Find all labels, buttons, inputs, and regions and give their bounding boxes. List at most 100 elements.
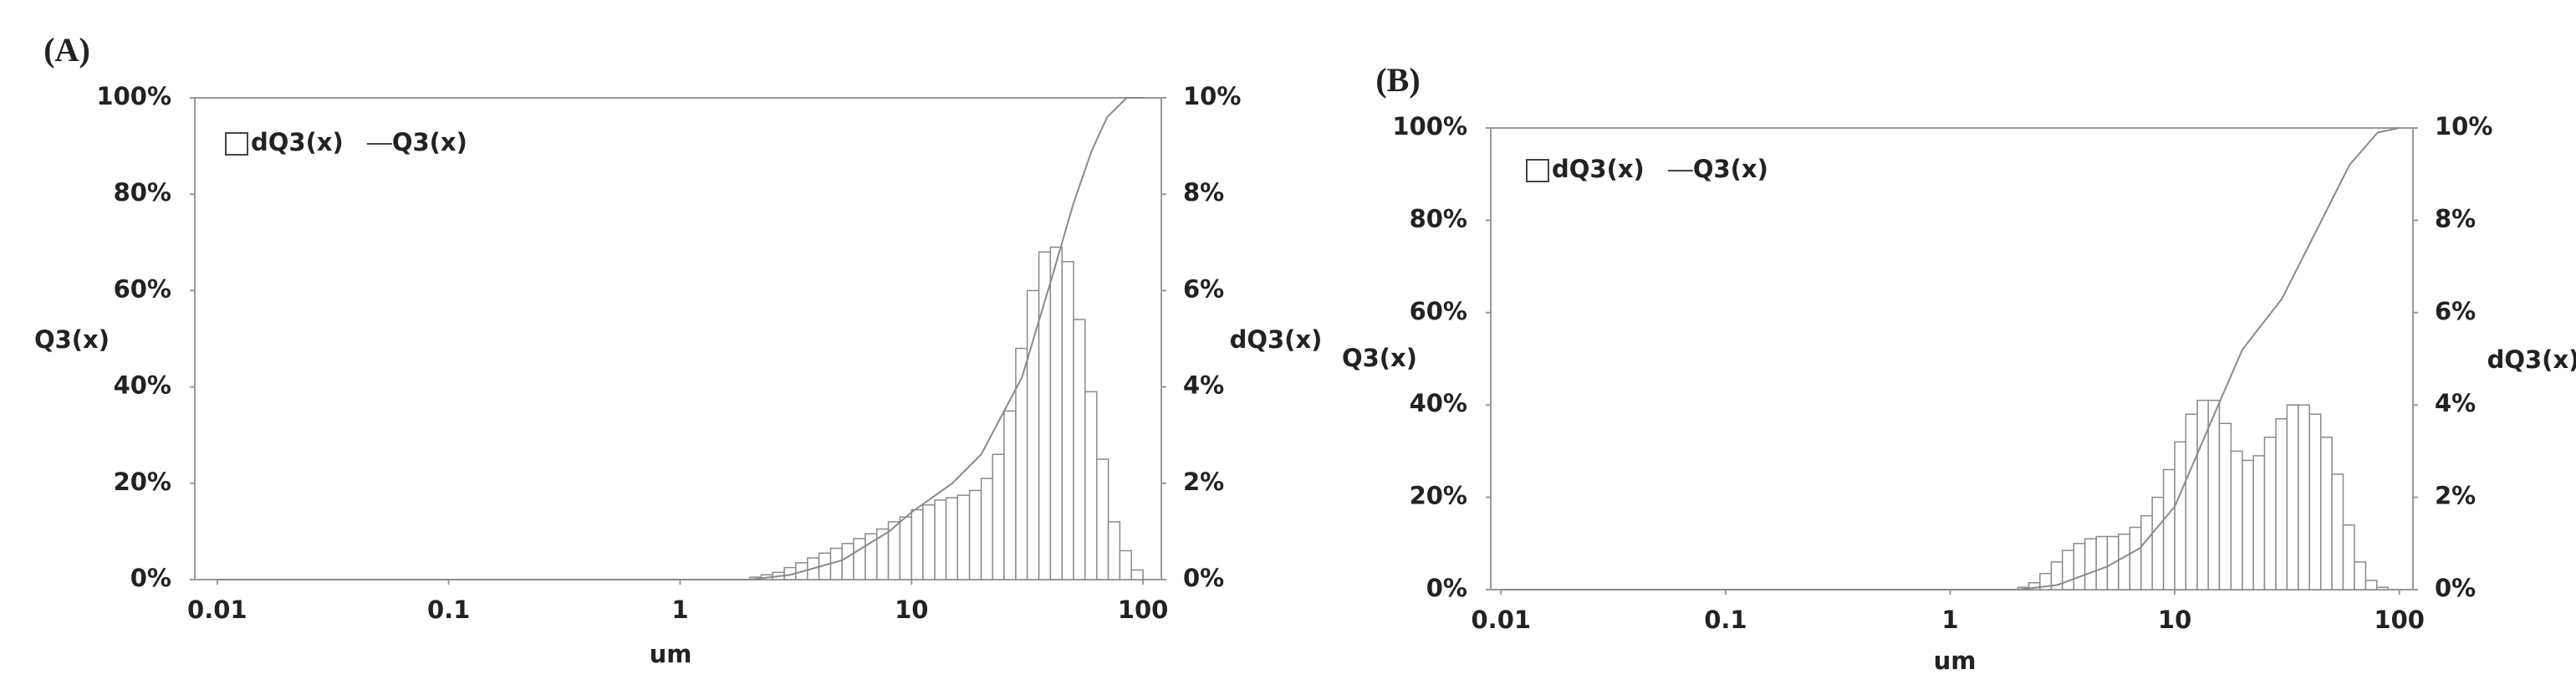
y-tick-label: 0%: [130, 564, 171, 592]
legend-label: Q3(x): [392, 128, 467, 156]
histogram-bar: [2376, 586, 2389, 590]
y2-tick-label: 4%: [2435, 389, 2476, 417]
x-tick-label: 0.01: [187, 596, 247, 624]
y2-tick-label: 6%: [2435, 297, 2476, 325]
legend-swatch: [225, 132, 248, 156]
y-tick-label: 40%: [114, 371, 171, 400]
histogram-bar: [2342, 524, 2355, 590]
histogram-bar: [2118, 534, 2131, 590]
histogram-bar: [2095, 535, 2109, 590]
y-tick-label: 60%: [1410, 297, 1467, 325]
histogram-bar: [2364, 580, 2378, 590]
histogram-bar: [2084, 538, 2097, 590]
histogram-bar: [1026, 289, 1040, 580]
y2-tick-label: 10%: [2435, 112, 2492, 141]
x-tick-label: 0.1: [1704, 606, 1747, 634]
y-tick-label: 100%: [96, 82, 171, 110]
histogram-bar: [2196, 399, 2209, 590]
x-tick-label: 0.01: [1472, 606, 1532, 634]
histogram-bar: [2061, 550, 2075, 590]
histogram-bar: [2151, 496, 2165, 590]
histogram-bar: [1130, 569, 1144, 580]
y-tick-label: 0%: [1426, 574, 1467, 602]
histogram-bar: [2218, 422, 2232, 590]
histogram-bar: [1015, 347, 1028, 580]
histogram-bar: [2162, 468, 2176, 590]
cumulative-line: [1501, 127, 2400, 590]
y2-axis-title: dQ3(x): [1230, 325, 1323, 354]
histogram-bar: [876, 528, 890, 580]
y2-tick-label: 0%: [2435, 574, 2476, 602]
histogram-bar: [899, 516, 913, 580]
histogram-bar: [1119, 550, 1132, 580]
histogram-bar: [980, 478, 993, 580]
histogram-bar: [2140, 514, 2153, 590]
x-tick-label: 100: [1118, 596, 1169, 624]
histogram-bar: [2129, 526, 2142, 590]
histogram-bar: [2174, 441, 2187, 590]
legend-swatch: [1526, 159, 1549, 182]
histogram-bar: [2263, 437, 2277, 590]
x-axis-title: um: [1934, 647, 1977, 675]
x-tick-label: 1: [671, 596, 688, 624]
x-tick-label: 0.1: [427, 596, 470, 624]
y2-tick-label: 10%: [1183, 82, 1241, 110]
histogram-bar: [2242, 459, 2254, 590]
histogram-bar: [2354, 561, 2367, 590]
histogram-bar: [968, 489, 982, 580]
cumulative-line: [217, 97, 1144, 580]
histogram-bar: [945, 497, 959, 580]
y-tick-label: 80%: [114, 178, 171, 207]
y2-tick-label: 2%: [2435, 482, 2476, 510]
histogram-bar: [2185, 413, 2198, 590]
histogram-bar: [1084, 391, 1098, 580]
histogram-bar: [2252, 455, 2266, 590]
histogram-bar: [2207, 399, 2221, 590]
x-tick-label: 100: [2374, 606, 2425, 634]
histogram-bar: [934, 499, 947, 580]
histogram-bar: [1003, 410, 1017, 580]
histogram-bar: [2230, 450, 2243, 590]
y2-tick-label: 8%: [2435, 204, 2476, 233]
y2-tick-label: 4%: [1183, 371, 1224, 400]
y-tick-label: 20%: [114, 468, 171, 496]
histogram-bar: [2286, 404, 2299, 590]
x-tick-label: 10: [895, 596, 928, 624]
histogram-bar: [1049, 246, 1064, 580]
histogram-bar: [1061, 261, 1074, 580]
y2-tick-label: 2%: [1183, 468, 1224, 496]
y-tick-label: 100%: [1392, 112, 1467, 141]
y2-tick-label: 0%: [1183, 564, 1224, 592]
x-tick-label: 1: [1941, 606, 1958, 634]
legend-label: Q3(x): [1693, 155, 1768, 183]
histogram-bar: [1095, 458, 1109, 580]
panel-label: (A): [43, 31, 90, 69]
y-tick-label: 40%: [1410, 389, 1467, 417]
histogram-bar: [2331, 473, 2344, 590]
y-tick-label: 20%: [1410, 482, 1467, 510]
histogram-bar: [1107, 521, 1121, 580]
histogram-bar: [911, 509, 924, 580]
histogram-bar: [922, 504, 936, 580]
histogram-bar: [1073, 319, 1086, 580]
histogram-bar: [2308, 413, 2322, 590]
histogram-bar: [2320, 437, 2333, 590]
y2-tick-label: 8%: [1183, 178, 1224, 207]
histogram-bar: [829, 547, 843, 580]
y-tick-label: 80%: [1410, 204, 1467, 233]
x-tick-label: 10: [2158, 606, 2191, 634]
legend-label: dQ3(x): [251, 128, 344, 156]
histogram-bar: [2073, 543, 2086, 590]
y2-tick-label: 6%: [1183, 274, 1224, 303]
y2-axis-title: dQ3(x): [2487, 345, 2576, 374]
histogram-bar: [2298, 404, 2310, 590]
y-axis-title: Q3(x): [1342, 344, 1417, 372]
panel-label: (B): [1375, 61, 1420, 99]
histogram-bar: [853, 538, 866, 580]
histogram-bar: [841, 543, 854, 580]
legend-label: dQ3(x): [1552, 155, 1645, 183]
histogram-bar: [956, 494, 971, 580]
histogram-bar: [2275, 418, 2288, 590]
histogram-bar: [992, 453, 1005, 580]
